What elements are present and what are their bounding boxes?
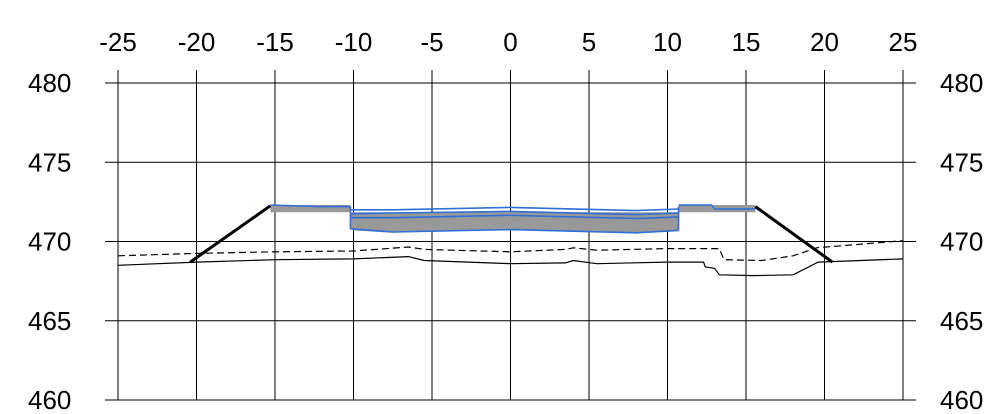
y-tick-label-right: 460 bbox=[940, 385, 983, 414]
x-tick-label: 25 bbox=[889, 27, 918, 57]
road-fill bbox=[270, 205, 756, 233]
road-outline bbox=[350, 228, 679, 234]
grid-layer bbox=[105, 70, 916, 401]
y-tick-label-left: 480 bbox=[28, 68, 71, 98]
outline-layer bbox=[270, 204, 756, 234]
road-outline bbox=[350, 210, 679, 216]
y-tick-label-right: 465 bbox=[940, 306, 983, 336]
x-tick-label: -5 bbox=[420, 27, 443, 57]
y-tick-label-right: 470 bbox=[940, 227, 983, 257]
y-tick-label-left: 460 bbox=[28, 385, 71, 414]
x-tick-label: 5 bbox=[582, 27, 596, 57]
road-outline bbox=[350, 214, 679, 220]
y-tick-label-right: 480 bbox=[940, 68, 983, 98]
x-tick-label: 15 bbox=[732, 27, 761, 57]
ground-dashed-line bbox=[117, 240, 904, 262]
x-tick-label: 20 bbox=[810, 27, 839, 57]
ground-line bbox=[117, 255, 904, 277]
label-layer: -25 -20 -15 -10 -5 0 5 10 15 20 25 480 480 475 475 470 4… bbox=[28, 27, 983, 414]
road-outline bbox=[270, 204, 351, 208]
embankment-slope-line bbox=[189, 204, 272, 264]
embankment-slope-line bbox=[754, 205, 834, 264]
x-tick-label: -10 bbox=[335, 27, 373, 57]
series-layer bbox=[117, 204, 904, 277]
x-tick-label: 10 bbox=[653, 27, 682, 57]
x-tick-label: -20 bbox=[178, 27, 216, 57]
y-tick-label-left: 465 bbox=[28, 306, 71, 336]
x-tick-label: -25 bbox=[99, 27, 137, 57]
fill-layer bbox=[270, 205, 756, 233]
x-tick-label: -15 bbox=[256, 27, 294, 57]
road-outline bbox=[350, 206, 679, 212]
y-tick-label-left: 475 bbox=[28, 147, 71, 177]
y-tick-label-left: 470 bbox=[28, 227, 71, 257]
x-tick-label: 0 bbox=[503, 27, 517, 57]
road-outline bbox=[678, 204, 756, 210]
y-tick-label-right: 475 bbox=[940, 147, 983, 177]
